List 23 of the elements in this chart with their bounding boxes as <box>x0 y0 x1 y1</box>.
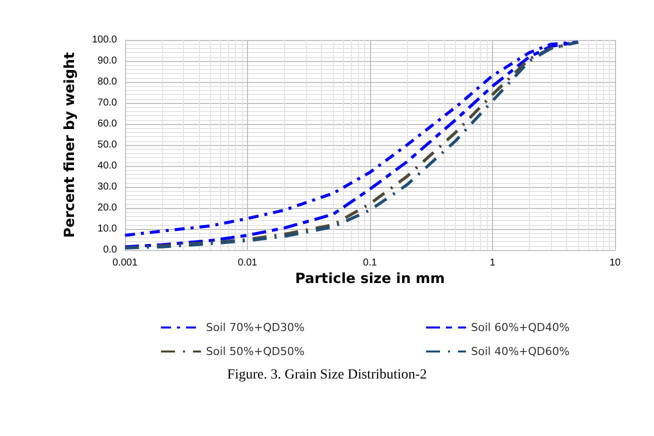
y-tick-label: 30.0 <box>98 182 118 192</box>
y-tick-label: 0.0 <box>103 244 118 256</box>
y-tick-label: 10.0 <box>98 224 118 234</box>
y-tick-label: 70.0 <box>98 98 118 108</box>
legend-label: Soil 40%+QD60% <box>471 345 570 358</box>
y-tick-label: 80.0 <box>98 76 118 88</box>
y-axis-title: Percent finer by weight <box>62 52 78 238</box>
legend-label: Soil 50%+QD50% <box>206 345 305 358</box>
legend-label: Soil 70%+QD30% <box>206 321 305 334</box>
x-tick-label: 0.1 <box>363 258 378 268</box>
text: Figure. 3. Grain Size Distribution-2 <box>227 368 427 382</box>
x-tick-label: 1 <box>490 258 496 268</box>
y-tick-label: 20.0 <box>98 202 118 214</box>
x-tick-label: 0.01 <box>238 258 258 268</box>
legend-label: Soil 60%+QD40% <box>471 321 570 334</box>
x-tick-label: 0.001 <box>112 258 138 268</box>
y-tick-label: 50.0 <box>98 140 118 150</box>
x-tick-label: 10 <box>609 258 621 268</box>
x-axis-title: Particle size in mm <box>295 271 445 287</box>
y-tick-label: 100.0 <box>92 34 118 46</box>
y-tick-label: 60.0 <box>98 118 118 130</box>
y-tick-label: 40.0 <box>98 160 118 172</box>
y-tick-label: 90.0 <box>98 56 118 66</box>
